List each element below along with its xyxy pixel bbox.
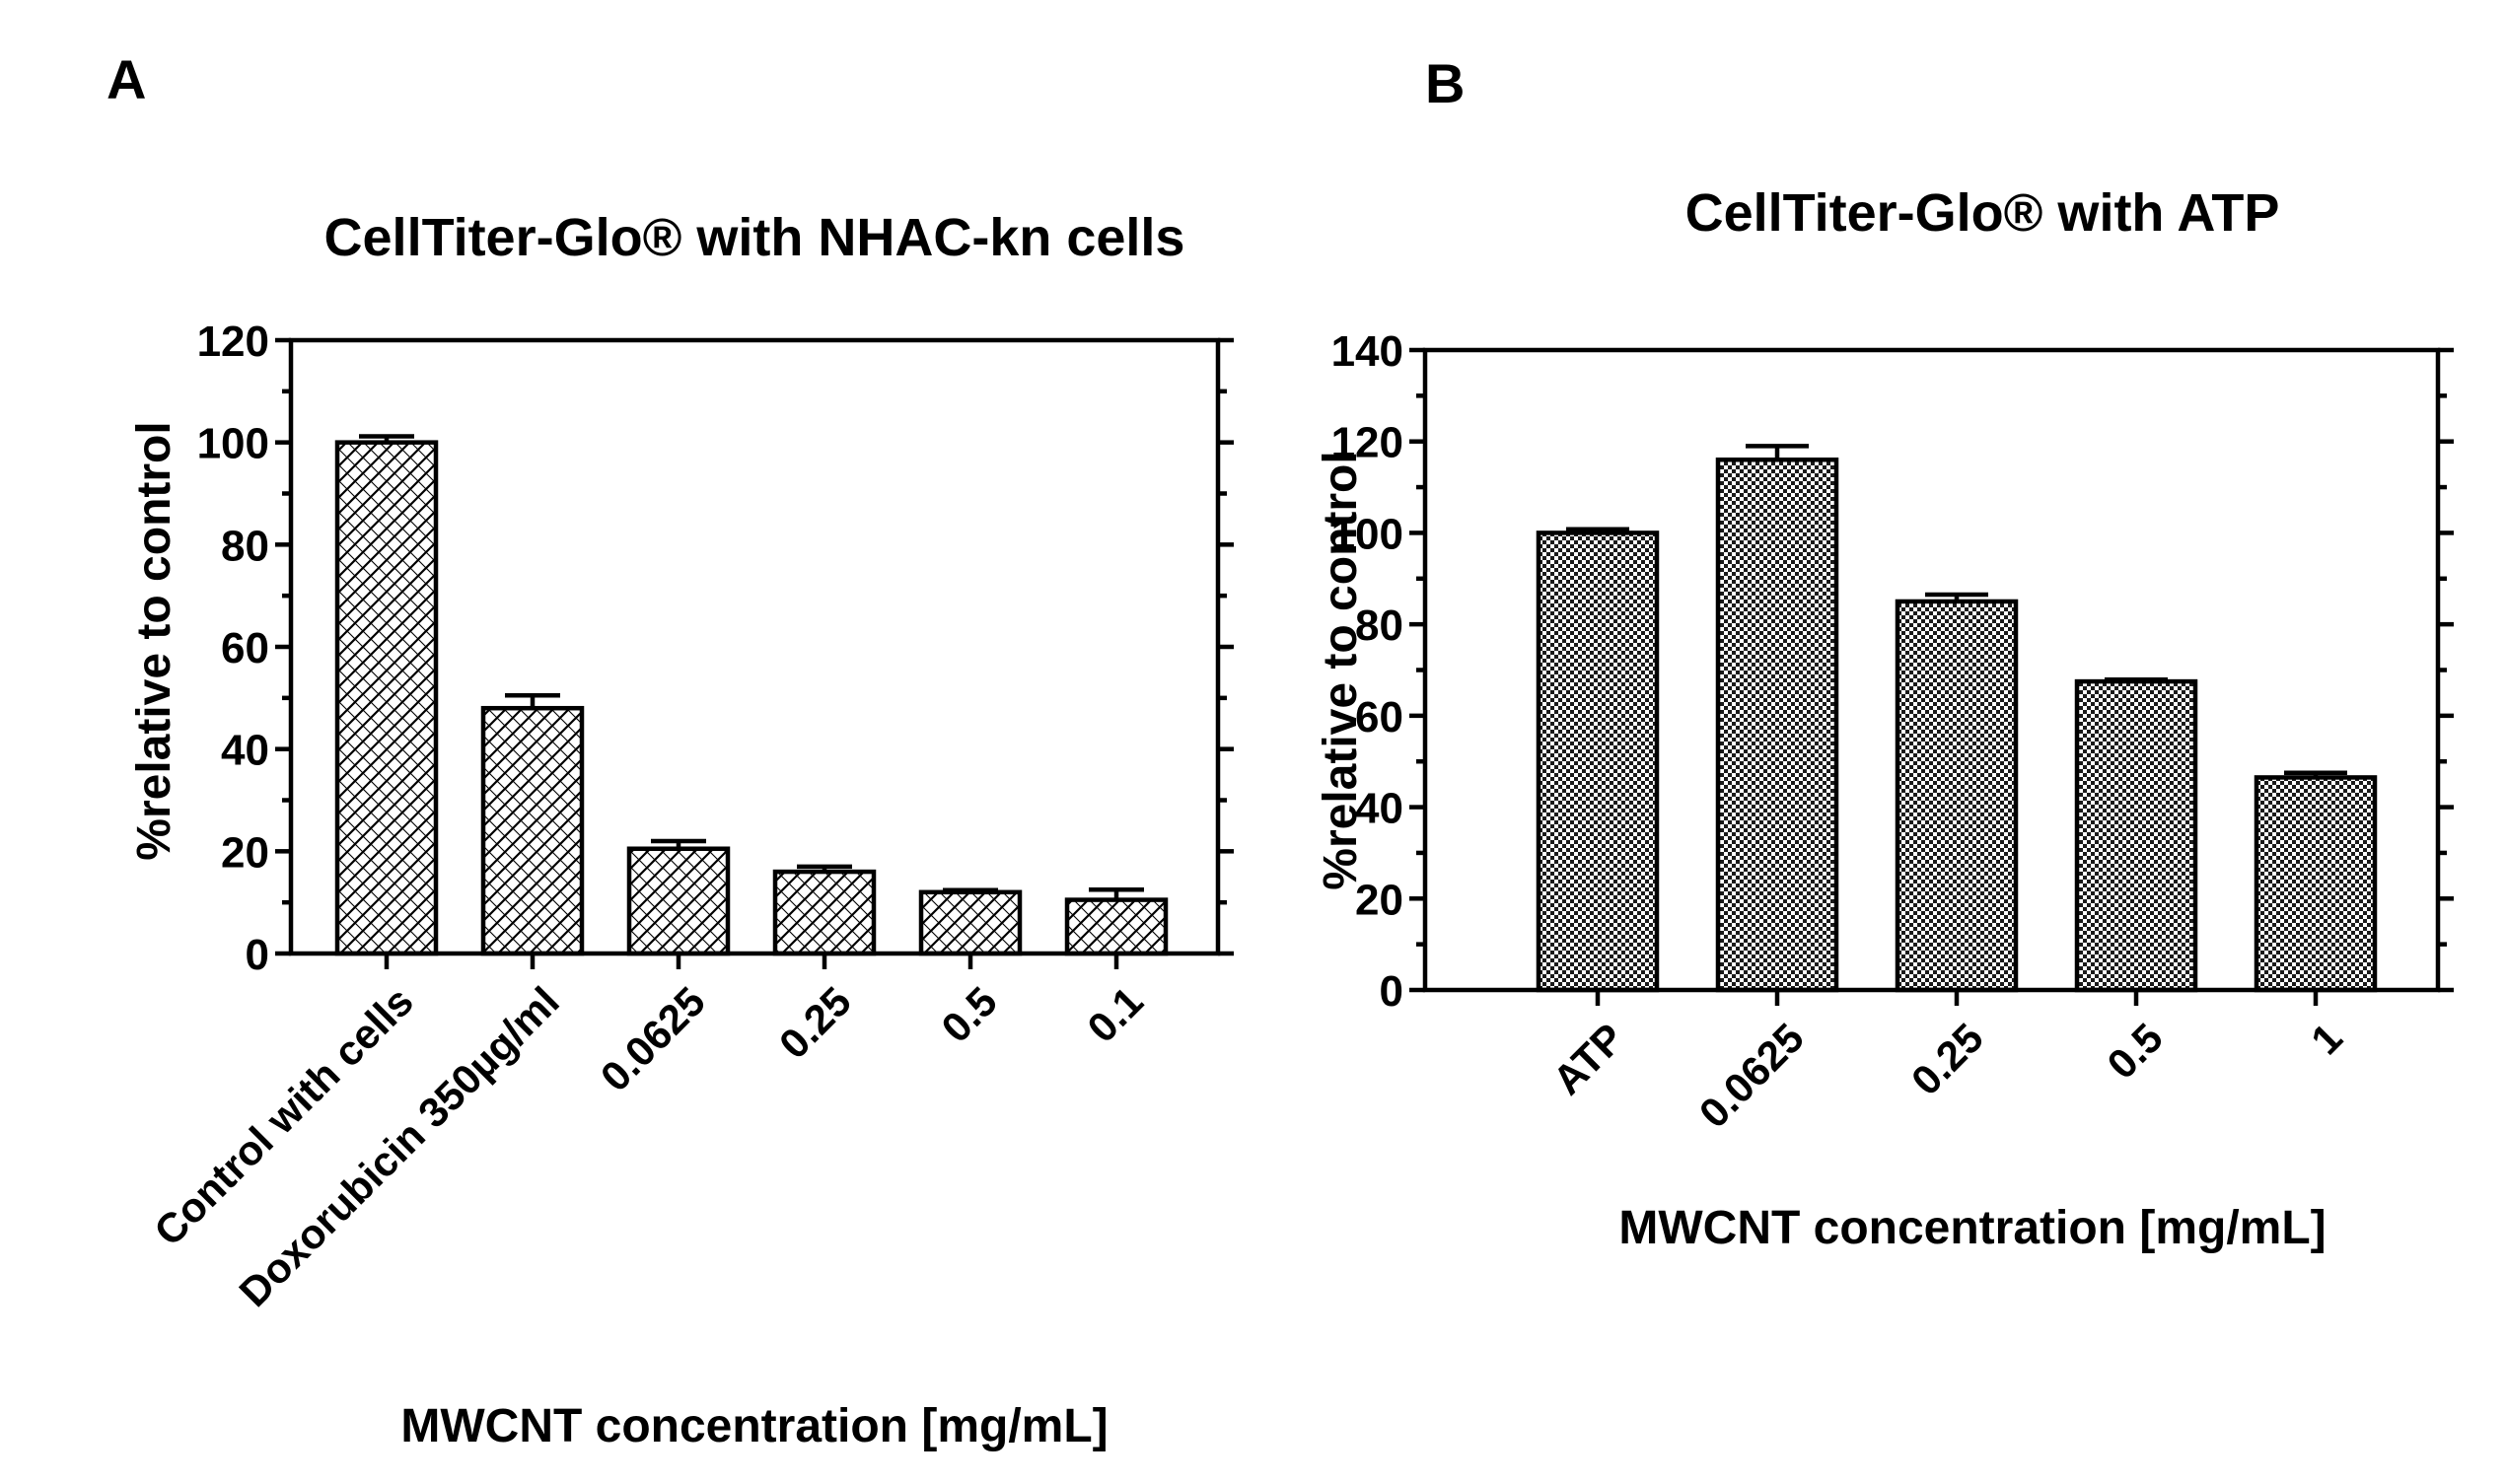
chart-a: CellTiter-Glo® with NHAC-kn cells MWCNT …	[128, 208, 1234, 1452]
chartA-y-tick-label-0: 0	[246, 931, 269, 979]
chart-a-x-axis-label: MWCNT concentration [mg/mL]	[400, 1400, 1108, 1452]
chartA-bar-5	[918, 889, 1023, 956]
chartA-bar-3	[626, 846, 731, 956]
chartB-error-bar-1	[1566, 527, 1629, 533]
chartA-y-tick-label-80: 80	[221, 522, 269, 570]
chartB-y-tick-label-20: 20	[1355, 876, 1403, 924]
chartB-error-bar-5	[2284, 770, 2347, 778]
chartB-y-tick-label-100: 100	[1331, 510, 1403, 558]
panel-a-label: A	[107, 48, 146, 110]
chartA-x-tick-label-4: 0.25	[770, 978, 860, 1068]
chartB-bar-1	[1536, 530, 1660, 993]
chartA-y-tick-label-20: 20	[221, 828, 269, 877]
chart-b-title: CellTiter-Glo® with ATP	[1685, 183, 2280, 243]
chart-b: CellTiter-Glo® with ATP MWCNT concentrat…	[1315, 183, 2454, 1254]
chartA-x-tick-label-6: 0.1	[1078, 978, 1152, 1052]
chartB-x-tick-label-5: 1	[2302, 1015, 2351, 1064]
chartB-x-tick-label-3: 0.25	[1902, 1015, 1992, 1104]
chartA-x-tick-label-5: 0.5	[932, 978, 1006, 1052]
chart-b-y-axis-label: %relative to control	[1315, 451, 1367, 889]
chartB-y-tick-label-40: 40	[1355, 785, 1403, 833]
chartB-plot-frame	[1422, 347, 2441, 993]
chartB-error-bar-4	[2105, 676, 2168, 682]
chartB-error-bar-2	[1746, 444, 1809, 460]
chartA-bar-1	[334, 440, 439, 956]
chartB-error-bar-3	[1925, 592, 1988, 601]
chartA-bar-4	[772, 869, 877, 956]
chartA-error-bar-5	[943, 887, 998, 892]
chartA-x-tick-label-1: Control with cells	[145, 978, 422, 1255]
chartA-x-tick-label-3: 0.0625	[592, 978, 714, 1100]
panel-b-label: B	[1425, 52, 1465, 114]
chartA-error-bar-4	[797, 864, 852, 873]
chartB-x-tick-label-2: 0.0625	[1690, 1015, 1813, 1137]
chartA-y-tick-label-40: 40	[221, 727, 269, 775]
chart-a-y-axis-label: %relative to control	[128, 421, 180, 860]
chartA-y-tick-label-100: 100	[197, 420, 269, 468]
chartB-bar-5	[2254, 775, 2378, 993]
chartA-error-bar-6	[1089, 886, 1144, 900]
chart-a-title: CellTiter-Glo® with NHAC-kn cells	[324, 208, 1185, 267]
chartB-bar-3	[1895, 599, 2019, 993]
chartB-y-tick-label-120: 120	[1331, 419, 1403, 467]
chartB-y-tick-label-60: 60	[1355, 693, 1403, 742]
chartA-y-tick-label-120: 120	[197, 318, 269, 366]
chartA-bar-2	[480, 705, 585, 956]
chartA-bar-6	[1064, 897, 1169, 956]
chartB-bar-2	[1715, 458, 1839, 993]
chartB-y-tick-label-80: 80	[1355, 601, 1403, 650]
chartA-error-bar-3	[651, 838, 706, 849]
chartB-bar-4	[2074, 678, 2198, 993]
chartB-x-tick-label-1: ATP	[1543, 1015, 1632, 1103]
chartB-y-tick-label-140: 140	[1331, 327, 1403, 376]
chartA-y-tick-label-60: 60	[221, 624, 269, 672]
chartA-plot-frame	[288, 337, 1221, 956]
chartA-error-bar-2	[505, 692, 560, 709]
chart-b-x-axis-label: MWCNT concentration [mg/mL]	[1618, 1202, 2326, 1254]
chartB-x-tick-label-4: 0.5	[2098, 1015, 2172, 1089]
chartA-error-bar-1	[359, 434, 414, 443]
chartB-y-tick-label-0: 0	[1380, 967, 1403, 1016]
